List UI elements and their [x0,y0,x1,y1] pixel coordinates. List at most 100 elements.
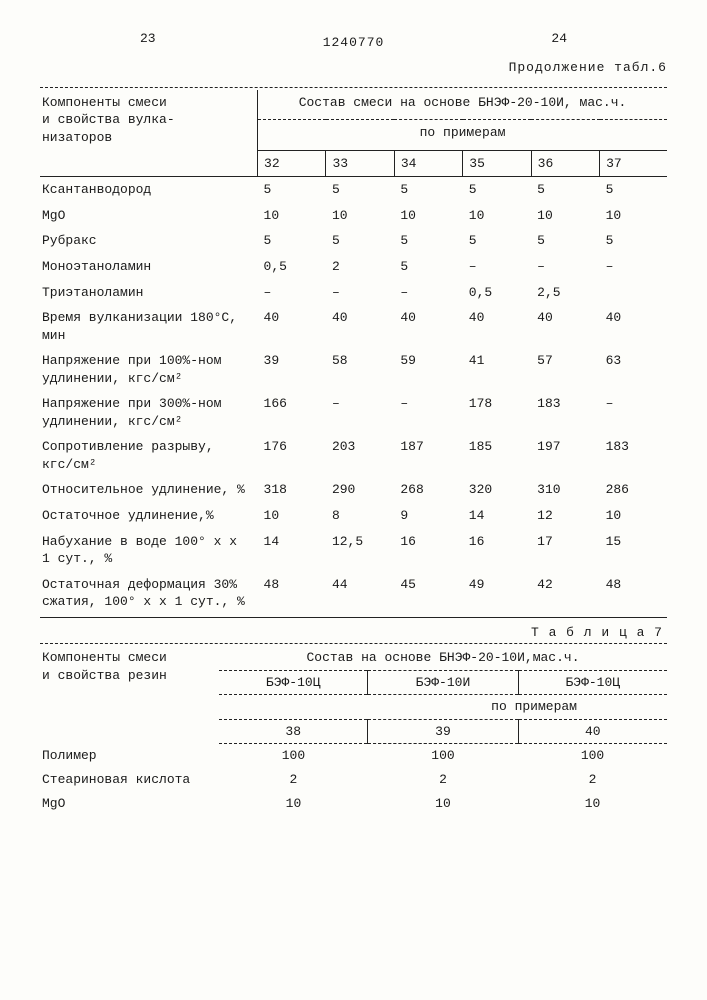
t6-cell: 48 [258,572,326,615]
t6-cell: 63 [600,348,667,391]
t7-group-title: Состав на основе БНЭФ-20-10И,мас.ч. [219,646,667,670]
t6-cell: 10 [600,203,667,229]
t6-cell: 310 [531,477,599,503]
t6-row-label: Напряжение при 300%-ном удлинении, кгс/с… [40,391,258,434]
t6-cell: – [600,254,667,280]
t6-col: 33 [326,150,394,177]
t7-cell: 10 [518,792,667,816]
t6-cell: 203 [326,434,394,477]
t7-variant: БЭФ-10Ц [219,670,368,695]
t6-row-label: Набухание в воде 100° х х 1 сут., % [40,529,258,572]
t6-cell: 5 [531,228,599,254]
t6-row-label: Остаточная деформация 30% сжатия, 100° х… [40,572,258,615]
t6-cell: 5 [463,177,531,203]
t7-rowtitle-1: Компоненты смеси [42,650,167,665]
t6-cell [600,280,667,306]
t6-row-label: Напряжение при 100%-ном удлинении, кгс/с… [40,348,258,391]
right-page-num: 24 [551,30,567,48]
t6-cell: 286 [600,477,667,503]
t6-rowtitle-2: и свойства вулка- [42,112,175,127]
t6-cell: 183 [600,434,667,477]
t6-cell: – [326,280,394,306]
t6-row-label: Время вулканизации 180°С, мин [40,305,258,348]
t6-cell: 10 [326,203,394,229]
t6-cell: 178 [463,391,531,434]
t6-cell: 44 [326,572,394,615]
t6-cell: 176 [258,434,326,477]
t6-cell: – [326,391,394,434]
t6-cell: 16 [463,529,531,572]
t7-cell: 2 [219,768,368,792]
t6-cell: 10 [394,203,462,229]
t6-cell: 5 [531,177,599,203]
table-6: Компоненты смеси и свойства вулка- низат… [40,90,667,615]
t7-variant: БЭФ-10Ц [518,670,667,695]
t6-cell: 166 [258,391,326,434]
patent-number: 1240770 [40,34,667,52]
t6-cell: 40 [463,305,531,348]
t7-col: 39 [368,719,518,744]
t6-cell: 42 [531,572,599,615]
t6-col: 36 [531,150,599,177]
t6-rowtitle-3: низаторов [42,130,112,145]
t6-col: 35 [463,150,531,177]
t6-cell: 185 [463,434,531,477]
t7-rowtitle-2: и свойства резин [42,668,167,683]
t6-cell: 290 [326,477,394,503]
continuation-label: Продолжение табл.6 [40,59,667,77]
t6-cell: 16 [394,529,462,572]
t6-col: 32 [258,150,326,177]
t7-row-label: MgO [40,792,219,816]
t6-cell: 40 [394,305,462,348]
t6-cell: – [258,280,326,306]
t6-row-label: Триэтаноламин [40,280,258,306]
t6-cell: 12 [531,503,599,529]
t6-row-label: Ксантанводород [40,177,258,203]
t6-cell: – [600,391,667,434]
t6-cell: 49 [463,572,531,615]
t7-cell: 10 [368,792,518,816]
t6-cell: 2,5 [531,280,599,306]
t6-cell: – [394,280,462,306]
t6-row-label: Моноэтаноламин [40,254,258,280]
t6-cell: 40 [531,305,599,348]
t6-cell: 14 [258,529,326,572]
t6-rowtitle-1: Компоненты смеси [42,95,167,110]
t7-row-label: Стеариновая кислота [40,768,219,792]
t6-cell: 12,5 [326,529,394,572]
t6-row-label: Остаточное удлинение,% [40,503,258,529]
t7-cell: 10 [219,792,368,816]
t7-cell: 100 [219,744,368,768]
t6-cell: 10 [531,203,599,229]
t6-col: 37 [600,150,667,177]
t6-cell: 5 [394,228,462,254]
t7-cell: 2 [518,768,667,792]
t6-cell: 57 [531,348,599,391]
t6-cell: 58 [326,348,394,391]
t6-cell: 40 [326,305,394,348]
t6-cell: 5 [258,228,326,254]
t7-variant: БЭФ-10И [368,670,518,695]
t6-cell: 2 [326,254,394,280]
t6-cell: 10 [258,503,326,529]
t6-cell: – [394,391,462,434]
t7-row-label: Полимер [40,744,219,768]
t6-cell: 5 [326,177,394,203]
t6-cell: 8 [326,503,394,529]
t6-cell: 40 [258,305,326,348]
t6-cell: 318 [258,477,326,503]
t6-cell: 0,5 [463,280,531,306]
t6-cell: 0,5 [258,254,326,280]
t6-cell: 5 [463,228,531,254]
table7-title: Т а б л и ц а 7 [40,624,663,642]
t6-cell: 10 [258,203,326,229]
t6-cell: – [531,254,599,280]
t6-subheader: по примерам [258,120,667,151]
t7-cell: 100 [368,744,518,768]
t6-cell: 10 [463,203,531,229]
t6-group-title: Состав смеси на основе БНЭФ-20-10И, мас.… [258,90,667,120]
t6-col: 34 [394,150,462,177]
t6-cell: 17 [531,529,599,572]
t6-row-label: Сопротивление разрыву, кгс/см² [40,434,258,477]
t7-col: 40 [518,719,667,744]
